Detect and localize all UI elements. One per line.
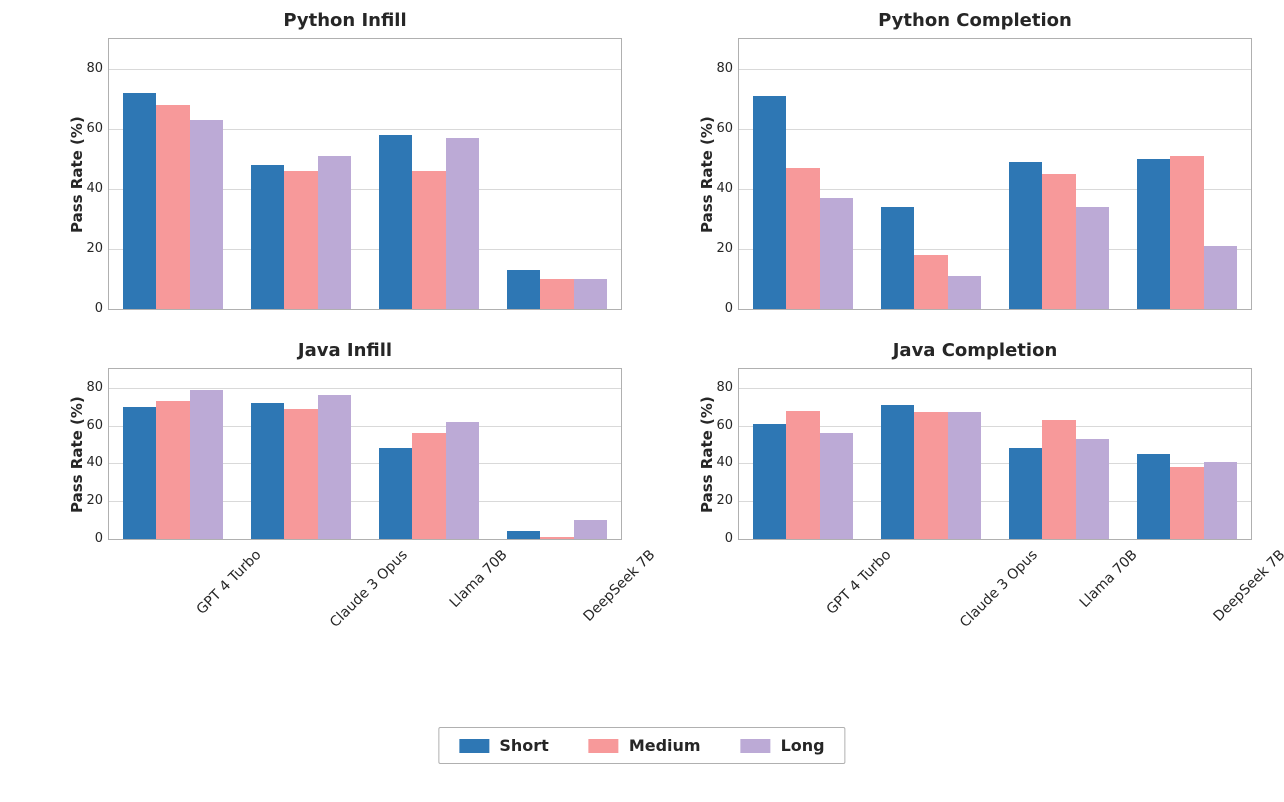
bar — [1204, 462, 1237, 539]
bar — [123, 93, 156, 309]
bar — [1009, 448, 1042, 539]
legend-label: Short — [499, 736, 548, 755]
bar — [914, 412, 947, 539]
ytick-label: 80 — [73, 380, 103, 395]
subplot-python-completion: Python Completion 020406080 Pass Rate (%) — [690, 10, 1260, 320]
bar — [379, 448, 412, 539]
bar — [379, 135, 412, 309]
subplot-java-completion: Java Completion 020406080GPT 4 TurboClaud… — [690, 340, 1260, 650]
legend-swatch — [741, 739, 771, 753]
bar — [786, 168, 819, 309]
bar — [1137, 159, 1170, 309]
bar — [820, 198, 853, 309]
bar — [284, 171, 317, 309]
bar — [540, 537, 573, 539]
bar — [820, 433, 853, 539]
plot-area: 020406080 — [738, 38, 1252, 310]
ytick-label: 80 — [703, 61, 733, 76]
bar — [574, 279, 607, 309]
bar — [123, 407, 156, 539]
bar — [446, 422, 479, 539]
gridline — [109, 69, 621, 70]
bar — [156, 105, 189, 309]
xtick-label: GPT 4 Turbo — [824, 547, 895, 618]
ytick-label: 0 — [73, 531, 103, 546]
ytick-label: 80 — [703, 380, 733, 395]
bar — [574, 520, 607, 539]
bar — [948, 412, 981, 539]
legend-item: Long — [741, 736, 825, 755]
y-axis-label: Pass Rate (%) — [68, 116, 86, 233]
bar — [753, 96, 786, 309]
bar — [190, 120, 223, 309]
plot-area: 020406080GPT 4 TurboClaude 3 OpusLlama 7… — [738, 368, 1252, 540]
subplot-python-infill: Python Infill 020406080 Pass Rate (%) — [60, 10, 630, 320]
bar — [1076, 207, 1109, 309]
bar — [1204, 246, 1237, 309]
subplot-java-infill: Java Infill 020406080GPT 4 TurboClaude 3 … — [60, 340, 630, 650]
ytick-label: 20 — [703, 241, 733, 256]
bar — [1137, 454, 1170, 539]
bar — [1042, 174, 1075, 309]
bar — [881, 405, 914, 539]
bar — [881, 207, 914, 309]
chart-title: Java Infill — [60, 340, 630, 361]
bar — [190, 390, 223, 539]
xtick-label: DeepSeek 7B — [1211, 547, 1284, 625]
legend-label: Medium — [629, 736, 701, 755]
plot-area: 020406080 — [108, 38, 622, 310]
bar — [948, 276, 981, 309]
chart-title: Python Infill — [60, 10, 630, 31]
figure: Python Infill020406080Pass Rate (%)Pytho… — [0, 0, 1284, 802]
ytick-label: 0 — [73, 301, 103, 316]
y-axis-label: Pass Rate (%) — [698, 116, 716, 233]
bar — [1042, 420, 1075, 539]
y-axis-label: Pass Rate (%) — [68, 396, 86, 513]
gridline — [739, 388, 1251, 389]
legend-label: Long — [781, 736, 825, 755]
bar — [507, 270, 540, 309]
legend: Short Medium Long — [438, 727, 845, 764]
bar — [318, 395, 351, 539]
y-axis-label: Pass Rate (%) — [698, 396, 716, 513]
bar — [540, 279, 573, 309]
ytick-label: 20 — [73, 241, 103, 256]
xtick-label: Llama 70B — [1077, 547, 1141, 611]
bar — [412, 171, 445, 309]
plot-area: 020406080GPT 4 TurboClaude 3 OpusLlama 7… — [108, 368, 622, 540]
gridline — [109, 388, 621, 389]
bar — [1009, 162, 1042, 309]
xtick-label: DeepSeek 7B — [581, 547, 659, 625]
gridline — [739, 69, 1251, 70]
bar — [1170, 156, 1203, 309]
bar — [786, 411, 819, 539]
xtick-label: Claude 3 Opus — [327, 547, 411, 631]
bar — [1076, 439, 1109, 539]
bar — [753, 424, 786, 539]
bar — [156, 401, 189, 539]
chart-title: Java Completion — [690, 340, 1260, 361]
subplot-grid: Python Infill020406080Pass Rate (%)Pytho… — [60, 10, 1260, 650]
bar — [251, 165, 284, 309]
bar — [284, 409, 317, 539]
gridline — [739, 129, 1251, 130]
xtick-label: GPT 4 Turbo — [194, 547, 265, 618]
legend-item: Medium — [589, 736, 701, 755]
bar — [914, 255, 947, 309]
legend-swatch — [459, 739, 489, 753]
bar — [446, 138, 479, 309]
bar — [251, 403, 284, 539]
ytick-label: 0 — [703, 531, 733, 546]
xtick-label: Claude 3 Opus — [957, 547, 1041, 631]
legend-swatch — [589, 739, 619, 753]
ytick-label: 80 — [73, 61, 103, 76]
legend-item: Short — [459, 736, 548, 755]
xtick-label: Llama 70B — [447, 547, 511, 611]
bar — [1170, 467, 1203, 539]
bar — [412, 433, 445, 539]
chart-title: Python Completion — [690, 10, 1260, 31]
bar — [507, 531, 540, 539]
bar — [318, 156, 351, 309]
ytick-label: 0 — [703, 301, 733, 316]
